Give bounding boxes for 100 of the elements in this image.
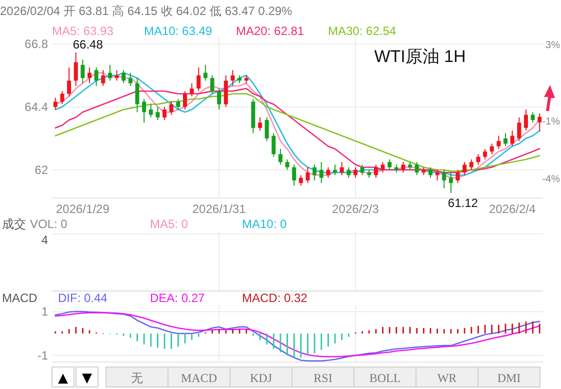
candlestick (319, 162, 324, 184)
text: ▲ (58, 371, 68, 386)
text: MA5: 0 (150, 217, 188, 231)
candlestick (503, 132, 508, 147)
text: KDJ (250, 371, 272, 385)
candlestick (80, 59, 85, 84)
candlestick (360, 164, 364, 176)
text: RSI (314, 371, 332, 385)
candlestick (483, 148, 488, 160)
text: ▼ (82, 371, 92, 386)
candlestick (190, 82, 194, 97)
candlestick (203, 64, 208, 82)
candlestick (374, 164, 378, 178)
y-tick-label: 66.8 (24, 36, 48, 51)
y-tick-label: 64.4 (24, 100, 48, 114)
candlestick (490, 143, 494, 155)
text: VOL: 0 (30, 217, 68, 231)
text: MA20: 62.81 (236, 24, 304, 38)
candlestick (53, 97, 58, 110)
candlestick (230, 70, 235, 86)
candlestick (380, 162, 385, 174)
candlestick (306, 166, 310, 184)
candlestick (298, 174, 303, 186)
candlestick (101, 70, 106, 86)
candlestick (122, 70, 126, 84)
candlestick (272, 132, 276, 158)
candlestick (176, 98, 180, 110)
x-tick-label: 2026/2/4 (488, 202, 536, 216)
candlestick (224, 74, 228, 108)
candlestick (510, 130, 514, 147)
text: MA10: 0 (242, 217, 288, 231)
annotation: 61.12 (448, 196, 478, 210)
y-axis-title: MACD (2, 291, 38, 305)
candlestick (278, 148, 282, 166)
candlestick (388, 158, 392, 170)
candlestick (333, 164, 338, 176)
text: BOLL (369, 371, 401, 385)
candlestick (428, 166, 432, 178)
candlestick (108, 64, 112, 82)
candlestick (182, 90, 187, 110)
candlestick (524, 109, 528, 132)
chart-title: 2026/02/04 开 63.81 高 64.15 收 64.02 低 63.47 0.29% (0, 4, 293, 18)
candlestick (435, 169, 440, 181)
candlestick (88, 67, 92, 84)
series-label: DEA: 0.27 (150, 291, 206, 305)
candlestick (217, 88, 222, 110)
x-tick-label: 2026/1/29 (56, 202, 110, 216)
candlestick (530, 112, 535, 124)
candlestick (114, 70, 119, 82)
text: MA10: 63.49 (144, 24, 212, 38)
candlestick (142, 98, 146, 124)
candlestick (285, 158, 290, 170)
candlestick (67, 67, 72, 97)
candlestick (469, 158, 474, 170)
candlestick (128, 72, 132, 86)
candlestick (148, 104, 153, 118)
text: 4 (41, 233, 48, 247)
candlestick (74, 52, 78, 86)
candlestick (292, 164, 296, 186)
series-label: DIF: 0.44 (58, 291, 108, 305)
text: MACD (180, 371, 218, 385)
candlestick (135, 78, 140, 113)
y-tick-label: 1 (41, 304, 48, 319)
candlestick (162, 106, 167, 121)
text: 无 (131, 371, 143, 385)
y-tick-label: 62 (34, 162, 48, 177)
candlestick (312, 164, 317, 181)
candlestick (496, 135, 501, 150)
x-tick-label: 2026/1/31 (192, 202, 246, 216)
candlestick (340, 162, 344, 176)
candlestick (353, 166, 358, 178)
candlestick (264, 116, 269, 142)
text: MA30: 62.54 (328, 24, 396, 38)
candlestick (346, 166, 351, 178)
candlestick (462, 162, 467, 176)
candlestick (456, 169, 460, 184)
annotation: WTI原油 1H (374, 47, 466, 66)
candlestick (196, 67, 201, 92)
text: DMI (497, 371, 521, 385)
candlestick (414, 162, 419, 176)
candlestick (156, 106, 160, 121)
y2-tick-label: -1% (542, 116, 560, 128)
candlestick (401, 162, 406, 174)
candlestick (94, 67, 98, 86)
candlestick (60, 90, 64, 105)
candlestick (258, 116, 262, 132)
candlestick (476, 154, 480, 166)
x-tick-label: 2026/2/3 (332, 202, 380, 216)
text: 成交 (2, 217, 26, 231)
candlestick (169, 101, 174, 116)
candlestick (442, 169, 446, 189)
annotation: 66.48 (72, 37, 104, 52)
text: MACD: 0.32 (242, 291, 308, 305)
y-tick-label: -1 (37, 348, 48, 362)
y2-tick-label: -4% (542, 174, 560, 186)
y2-tick-label: 3% (546, 40, 560, 52)
candlestick (538, 112, 542, 132)
candlestick (326, 166, 330, 178)
candlestick (517, 116, 522, 142)
candlestick (210, 74, 214, 94)
